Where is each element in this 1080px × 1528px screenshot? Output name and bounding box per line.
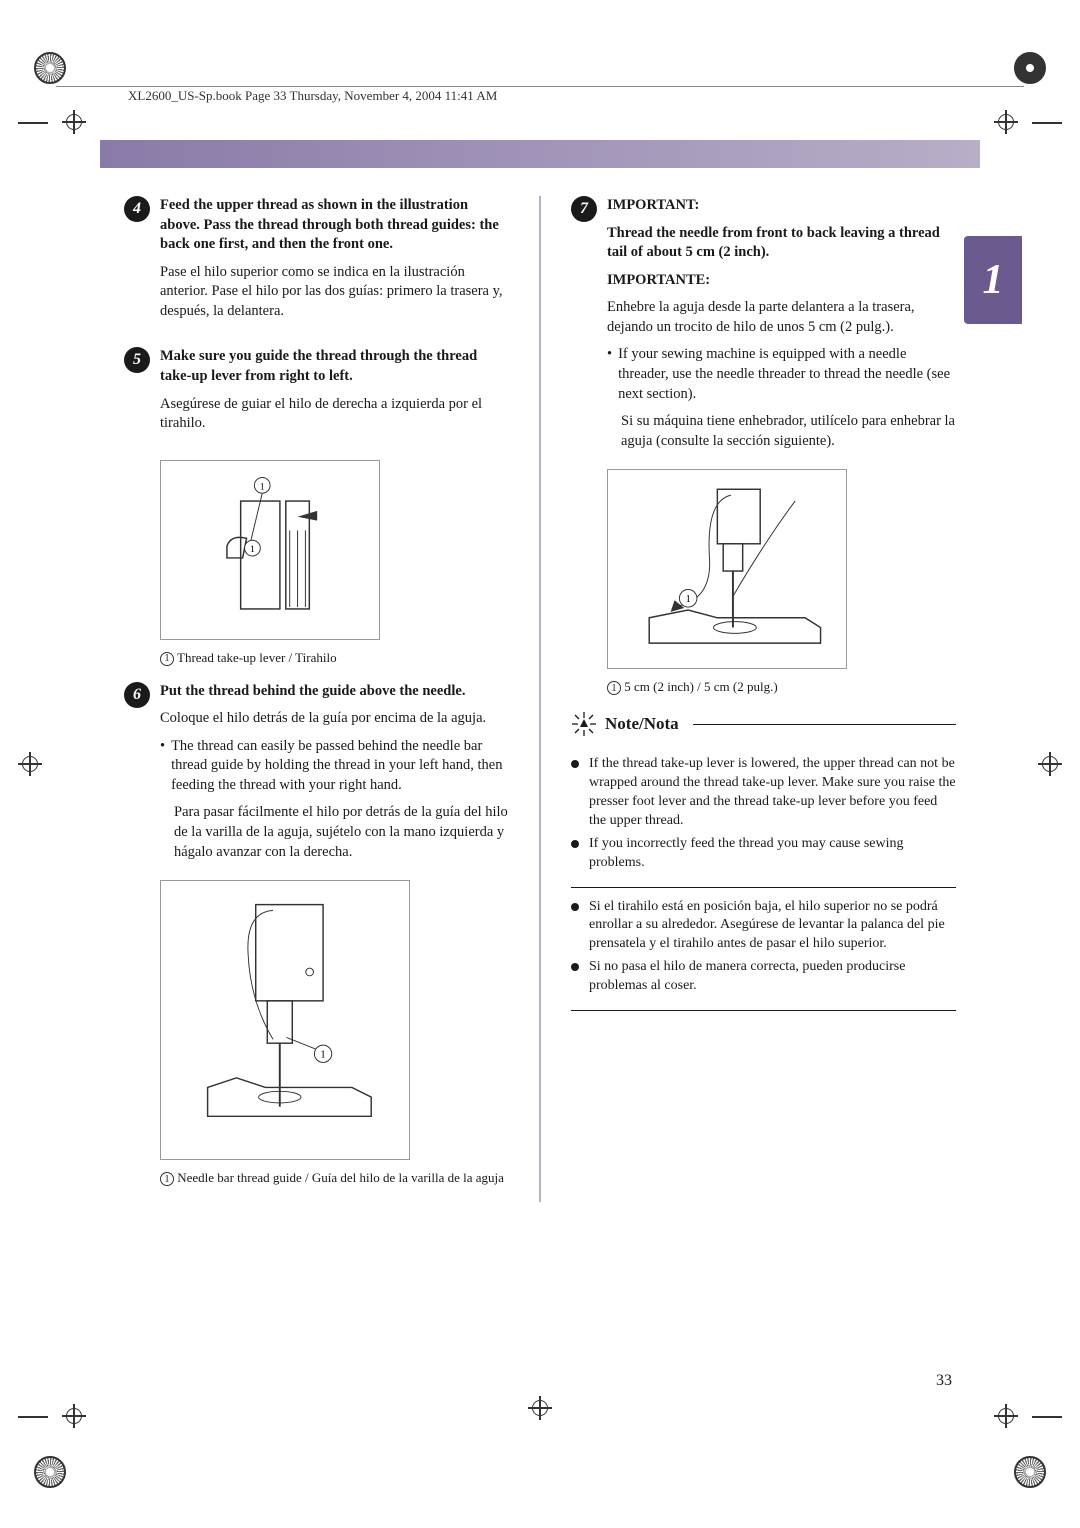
step-number: 4 [124, 196, 150, 222]
note-title: Note/Nota [605, 714, 679, 734]
chapter-number: 1 [983, 256, 1004, 304]
crop-mark-tr [1014, 52, 1046, 84]
chapter-tab: 1 [964, 236, 1022, 324]
crop-bar [18, 122, 48, 124]
header-rule [56, 86, 1024, 87]
figure-caption: 1 5 cm (2 inch) / 5 cm (2 pulg.) [607, 679, 956, 695]
step-number: 7 [571, 196, 597, 222]
callout-1-icon: 1 [160, 1172, 174, 1186]
important-text-es: Enhebre la aguja desde la parte delanter… [607, 298, 956, 337]
step-6: 6 Put the thread behind the guide above … [124, 682, 509, 863]
registration-mark [62, 110, 86, 134]
bullet-icon: • [160, 737, 165, 796]
note-text: If you incorrectly feed the thread you m… [589, 835, 956, 873]
callout-1-icon: 1 [160, 652, 174, 666]
step-bullet-es: Si su máquina tiene enhebrador, utilícel… [621, 412, 956, 451]
page-number: 33 [936, 1372, 952, 1390]
note-text: Si el tirahilo está en posición baja, el… [589, 898, 956, 955]
step-title-es: Asegúrese de guiar el hilo de derecha a … [160, 395, 509, 434]
bullet-icon [571, 903, 579, 911]
figure-caption: 1 Needle bar thread guide / Guía del hil… [160, 1170, 509, 1186]
bullet-icon: • [607, 345, 612, 404]
bullet-icon [571, 760, 579, 768]
note-header: Note/Nota [571, 711, 956, 737]
step-bullet-es: Para pasar fácilmente el hilo por detrás… [174, 803, 509, 862]
crop-mark-br [1014, 1456, 1046, 1488]
step-bullet-en: The thread can easily be passed behind t… [171, 737, 509, 796]
step-title-en: Make sure you guide the thread through t… [160, 347, 509, 386]
figure-needle-guide: 1 [160, 880, 410, 1160]
page-content: 1 4 Feed the upper thread as shown in th… [108, 140, 972, 1400]
caption-text: Needle bar thread guide / Guía del hilo … [177, 1170, 504, 1185]
registration-mark [994, 110, 1018, 134]
step-title-es: Coloque el hilo detrás de la guía por en… [160, 709, 509, 729]
important-text-en: Thread the needle from front to back lea… [607, 224, 956, 263]
note-rule [693, 724, 956, 725]
svg-text:1: 1 [685, 593, 690, 605]
svg-text:1: 1 [321, 1050, 326, 1061]
step-title-en: Put the thread behind the guide above th… [160, 682, 509, 702]
registration-mark [62, 1404, 86, 1428]
note-block-es: Si el tirahilo está en posición baja, el… [571, 888, 956, 1011]
important-label-es: IMPORTANTE: [607, 271, 956, 291]
right-column: 7 IMPORTANT: Thread the needle from fron… [571, 196, 956, 1202]
registration-mark [1038, 752, 1062, 776]
step-7: 7 IMPORTANT: Thread the needle from fron… [571, 196, 956, 451]
step-5: 5 Make sure you guide the thread through… [124, 347, 509, 441]
crop-mark-bl [34, 1456, 66, 1488]
figure-caption: 1 Thread take-up lever / Tirahilo [160, 650, 509, 666]
figure-takeup-lever: 1 1 [160, 460, 380, 640]
header-band [100, 140, 980, 168]
thread-needle-illustration: 1 [620, 480, 834, 658]
figure-thread-needle: 1 [607, 469, 847, 669]
crop-bar [1032, 122, 1062, 124]
note-icon [571, 711, 597, 737]
crop-mark-tl [34, 52, 66, 84]
bullet-icon [571, 963, 579, 971]
callout-1-icon: 1 [607, 681, 621, 695]
header-text: XL2600_US-Sp.book Page 33 Thursday, Nove… [128, 88, 497, 104]
registration-mark [18, 752, 42, 776]
step-number: 5 [124, 347, 150, 373]
step-bullet-en: If your sewing machine is equipped with … [618, 345, 956, 404]
column-divider [539, 196, 541, 1202]
bullet-icon [571, 840, 579, 848]
svg-text:1: 1 [250, 544, 255, 555]
crop-bar [18, 1416, 48, 1418]
registration-mark [994, 1404, 1018, 1428]
step-title-en: Feed the upper thread as shown in the il… [160, 196, 509, 255]
step-4: 4 Feed the upper thread as shown in the … [124, 196, 509, 329]
left-column: 4 Feed the upper thread as shown in the … [124, 196, 509, 1202]
step-title-es: Pase el hilo superior como se indica en … [160, 263, 509, 322]
crop-bar [1032, 1416, 1062, 1418]
note-text: If the thread take-up lever is lowered, … [589, 755, 956, 831]
lever-illustration: 1 1 [172, 470, 368, 630]
note-block-en: If the thread take-up lever is lowered, … [571, 745, 956, 887]
svg-text:1: 1 [260, 481, 265, 492]
caption-text: 5 cm (2 inch) / 5 cm (2 pulg.) [624, 679, 777, 694]
note-text: Si no pasa el hilo de manera correcta, p… [589, 958, 956, 996]
important-label-en: IMPORTANT: [607, 196, 956, 216]
step-number: 6 [124, 682, 150, 708]
caption-text: Thread take-up lever / Tirahilo [177, 650, 337, 665]
needle-guide-illustration: 1 [173, 895, 396, 1145]
